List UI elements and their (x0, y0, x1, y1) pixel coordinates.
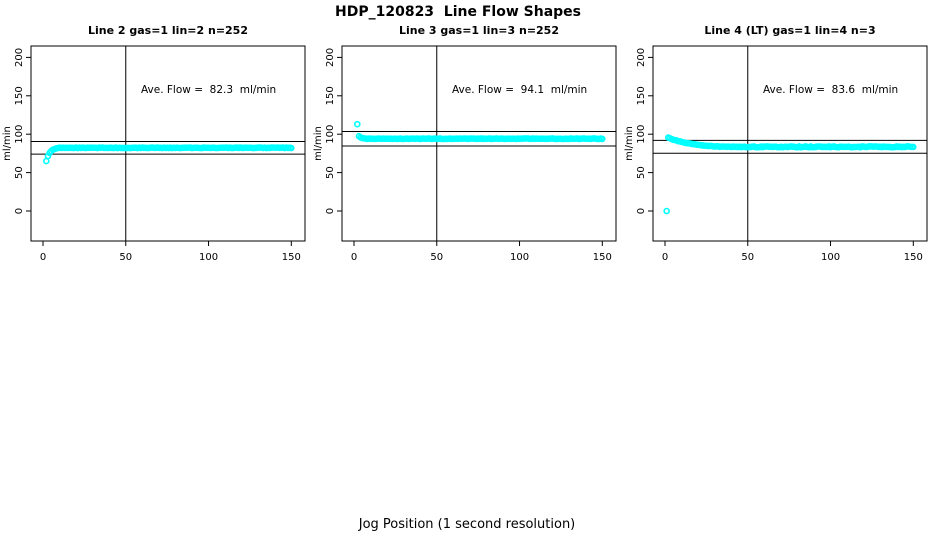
panel: Line 4 (LT) gas=1 lin=4 n=3 0 50 100 150 200 0… (624, 24, 928, 263)
y-axis-title: ml/min (2, 126, 13, 161)
panel-title: Line 2 gas=1 lin=2 n=252 (88, 24, 248, 37)
avg-flow-annotation: Ave. Flow = 94.1 ml/min (452, 84, 587, 96)
panel-title: Line 4 (LT) gas=1 lin=4 n=3 (704, 24, 875, 37)
x-axis-tick-label: 50 (430, 252, 443, 263)
y-axis-tick-label: 0 (636, 208, 647, 214)
data-point (663, 207, 670, 215)
y-axis-tick-label: 150 (325, 86, 336, 105)
data-point (909, 143, 917, 151)
data-point (598, 135, 606, 143)
x-axis-tick-label: 0 (662, 252, 668, 263)
x-axis-tick-label: 150 (282, 252, 301, 263)
data-point (287, 144, 295, 152)
x-axis-tick-label: 100 (199, 252, 218, 263)
avg-flow-annotation: Ave. Flow = 83.6 ml/min (763, 84, 898, 96)
panel: Line 2 gas=1 lin=2 n=252 0 50 100 150 200 0 50 1… (2, 24, 306, 263)
main-title: HDP_120823 Line Flow Shapes (335, 4, 581, 20)
x-axis-label: Jog Position (1 second resolution) (358, 517, 576, 532)
avg-flow-annotation: Ave. Flow = 82.3 ml/min (141, 84, 276, 96)
x-axis-tick-label: 100 (510, 252, 529, 263)
x-axis-tick-label: 0 (351, 252, 357, 263)
x-axis-tick-label: 50 (741, 252, 754, 263)
y-axis-tick-label: 100 (14, 125, 25, 144)
data-points (354, 120, 606, 143)
x-axis-tick-label: 50 (119, 252, 132, 263)
plot-box (341, 45, 617, 242)
y-axis-tick-label: 100 (636, 125, 647, 144)
y-axis-tick-label: 50 (325, 166, 336, 179)
y-axis-title: ml/min (313, 126, 324, 161)
y-axis-tick-label: 150 (14, 86, 25, 105)
y-axis-tick-label: 0 (325, 208, 336, 214)
panels-group: Line 2 gas=1 lin=2 n=252 0 50 100 150 200 0 50 1… (2, 24, 928, 263)
y-axis-tick-label: 50 (636, 166, 647, 179)
data-point (354, 120, 361, 128)
y-axis-tick-label: 50 (14, 166, 25, 179)
data-point (43, 157, 50, 165)
data-points (43, 144, 295, 165)
plot-box (30, 45, 306, 242)
y-axis-tick-label: 100 (325, 125, 336, 144)
x-axis-tick-label: 100 (821, 252, 840, 263)
panel-title: Line 3 gas=1 lin=3 n=252 (399, 24, 559, 37)
data-points (663, 134, 917, 215)
plot-box (652, 45, 928, 242)
y-axis-tick-label: 200 (325, 48, 336, 67)
y-axis-tick-label: 150 (636, 86, 647, 105)
panel: Line 3 gas=1 lin=3 n=252 0 50 100 150 200 0 50 1… (313, 24, 617, 263)
y-axis-title: ml/min (624, 126, 635, 161)
y-axis-tick-label: 200 (636, 48, 647, 67)
x-axis-tick-label: 0 (40, 252, 46, 263)
x-axis-tick-label: 150 (593, 252, 612, 263)
y-axis-tick-label: 0 (14, 208, 25, 214)
x-axis-tick-label: 150 (904, 252, 923, 263)
y-axis-tick-label: 200 (14, 48, 25, 67)
